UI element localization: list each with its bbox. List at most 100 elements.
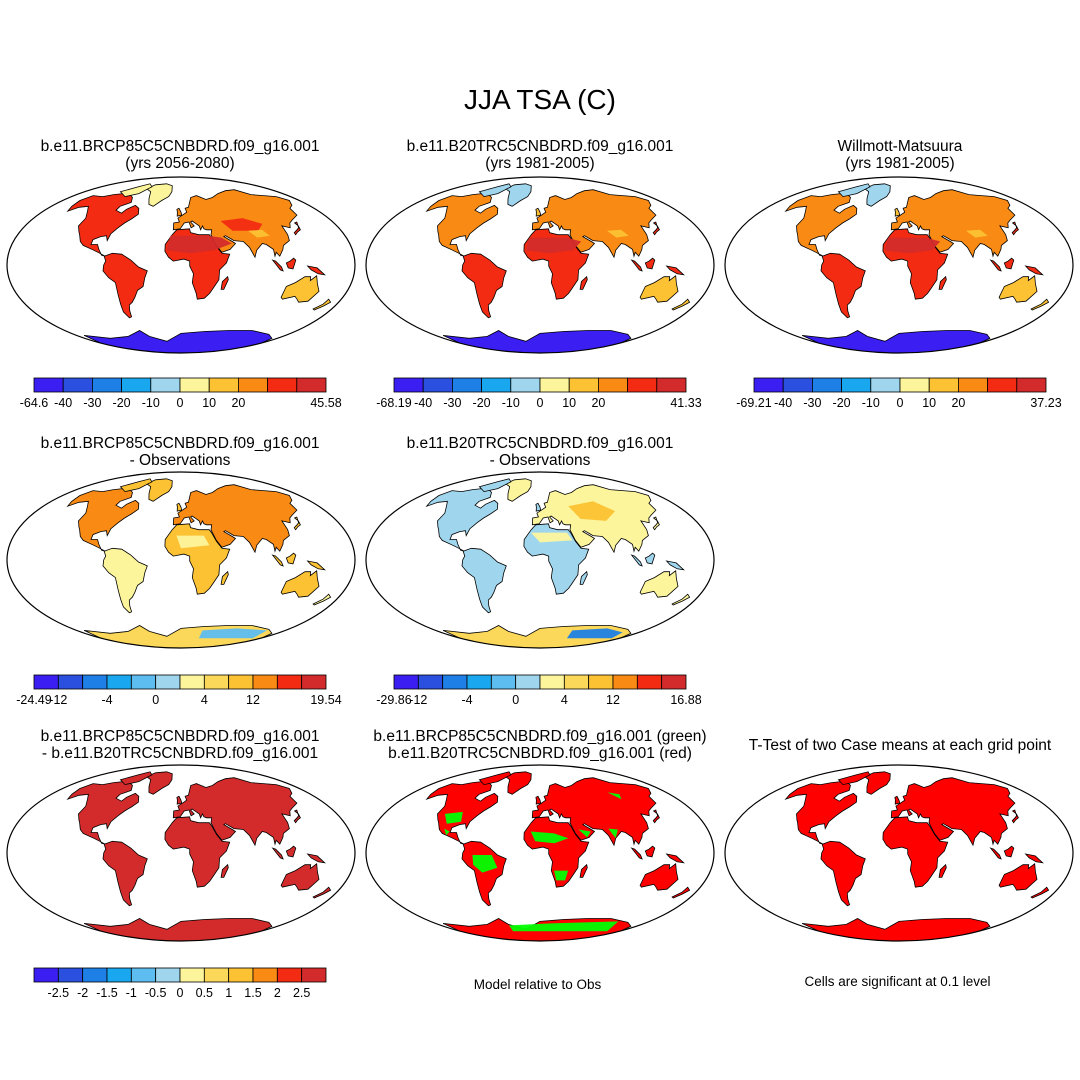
colorbar-swatch: [208, 377, 239, 393]
map-border: [6, 764, 356, 942]
sahara-yellow-patch: [531, 532, 573, 543]
land-japan: [293, 809, 301, 824]
colorbar-6: -2.5 -2 -1.5 -1 -0.5 0 0.5 1 1.5 2 2.5: [33, 967, 327, 1000]
map-land-layer: [66, 183, 332, 353]
panel-3-title: Willmott-Matsuura (yrs 1981-2005): [720, 138, 1080, 172]
colorbar-swatch: [62, 377, 93, 393]
colorbar-swatch: [539, 674, 565, 690]
land-south-america: [820, 840, 866, 907]
sahara-hot-patch: [884, 237, 941, 254]
panel-7-title-line2: b.e11.B20TRC5CNBDRD.f09_g16.001 (red): [388, 745, 692, 762]
colorbar-swatch: [203, 674, 230, 690]
land-madagascar: [220, 275, 229, 290]
colorbar-swatch: [276, 674, 303, 690]
land-madagascar: [579, 570, 588, 585]
land-japan: [652, 221, 660, 236]
land-new-guinea: [1024, 265, 1044, 276]
land-greenland: [504, 771, 532, 795]
land-eurasia: [890, 189, 1016, 259]
land-new-zealand: [671, 298, 691, 311]
land-south-america: [102, 252, 148, 319]
map-panel-1: [6, 176, 356, 354]
panel-4-title: b.e11.BRCP85C5CNBDRD.f09_g16.001 - Obser…: [0, 435, 360, 469]
colorbar-tick-label: -30: [803, 396, 821, 410]
land-south-america: [461, 840, 507, 907]
colorbar-tick-label: -40: [414, 396, 432, 410]
colorbar-tick-label: -4: [101, 693, 112, 707]
panel-1-title-line2: (yrs 2056-2080): [125, 155, 235, 172]
map-panel-6: [6, 764, 356, 942]
land-sumatra: [271, 259, 284, 272]
colorbar-swatch: [228, 674, 254, 690]
colorbar-2: -68.19 41.33 -40 -30 -20 -10 0 10 20: [376, 377, 702, 410]
colorbar-tick-label: -10: [862, 396, 880, 410]
colorbar-swatch: [252, 674, 278, 690]
map-panel-5: [365, 471, 715, 649]
colorbar-swatch: [33, 967, 59, 983]
land-japan: [1011, 809, 1019, 824]
map-land-layer: [784, 183, 1050, 353]
colorbar-max-label: 16.88: [670, 693, 701, 707]
colorbar-swatch: [812, 377, 843, 393]
colorbar-tick-label: 2.5: [293, 986, 310, 1000]
colorbar-tick-label: -20: [113, 396, 131, 410]
land-borneo: [644, 257, 656, 270]
colorbar-tick-label: 0: [177, 396, 184, 410]
panel-6-title-line2: - b.e11.B20TRC5CNBDRD.f09_g16.001: [41, 745, 319, 762]
land-north-america: [66, 781, 140, 845]
land-japan: [1011, 221, 1019, 236]
colorbar-tick-label: 10: [922, 396, 936, 410]
land-sumatra: [630, 259, 643, 272]
colorbar-tick-label: 10: [202, 396, 216, 410]
colorbar-tick-label: -30: [443, 396, 461, 410]
land-australia: [639, 275, 679, 303]
land-eurasia: [531, 777, 657, 847]
land-madagascar: [220, 570, 229, 585]
colorbar-max-label: 37.23: [1030, 396, 1061, 410]
colorbar-swatch: [568, 377, 599, 393]
panel-6-title-line1: b.e11.BRCP85C5CNBDRD.f09_g16.001: [40, 728, 320, 745]
colorbar-swatch: [130, 967, 157, 983]
map-border: [365, 471, 715, 649]
colorbar-max-label: 19.54: [310, 693, 341, 707]
colorbar-swatch: [228, 967, 254, 983]
map-panel-8: [724, 764, 1074, 942]
panel-5-title-line1: b.e11.B20TRC5CNBDRD.f09_g16.001: [406, 435, 674, 452]
colorbar-swatch: [661, 674, 687, 690]
colorbar-swatch: [481, 377, 512, 393]
land-new-guinea: [306, 853, 326, 864]
colorbar-tick-label: 2: [274, 986, 281, 1000]
panel-6-title: b.e11.BRCP85C5CNBDRD.f09_g16.001 - b.e11…: [0, 728, 360, 762]
land-arctic-islands: [119, 771, 153, 786]
land-madagascar: [938, 275, 947, 290]
panel-2-title-line1: b.e11.B20TRC5CNBDRD.f09_g16.001: [406, 138, 674, 155]
colorbar-min-label: -69.21: [736, 396, 771, 410]
sahara-green-patch: [530, 831, 569, 844]
colorbar-swatch: [539, 377, 570, 393]
map-land-layer: [66, 771, 332, 941]
land-new-guinea: [1024, 853, 1044, 864]
land-new-zealand: [312, 298, 332, 311]
land-new-guinea: [665, 560, 685, 571]
note-significance: Cells are significant at 0.1 level: [804, 974, 991, 989]
land-new-zealand: [312, 886, 332, 899]
land-sumatra: [271, 847, 284, 860]
colorbar-swatch: [782, 377, 813, 393]
panel-3-title-line1: Willmott-Matsuura: [837, 138, 963, 155]
colorbar-tick-label: -10: [142, 396, 160, 410]
panel-5-title: b.e11.B20TRC5CNBDRD.f09_g16.001 - Observ…: [360, 435, 720, 469]
colorbar-swatch: [987, 377, 1018, 393]
land-north-america: [425, 193, 499, 257]
land-greenland: [504, 183, 532, 207]
panel-7-title-line1: b.e11.BRCP85C5CNBDRD.f09_g16.001 (green): [373, 728, 707, 745]
land-eurasia: [531, 189, 657, 259]
land-south-america: [102, 547, 148, 614]
central-asia-patch: [220, 218, 263, 231]
land-new-zealand: [671, 593, 691, 606]
land-antarctica: [83, 330, 273, 353]
land-greenland: [504, 478, 532, 502]
land-arctic-islands: [478, 771, 512, 786]
colorbar-swatch: [841, 377, 872, 393]
colorbar-swatch: [33, 674, 59, 690]
land-new-guinea: [665, 853, 685, 864]
